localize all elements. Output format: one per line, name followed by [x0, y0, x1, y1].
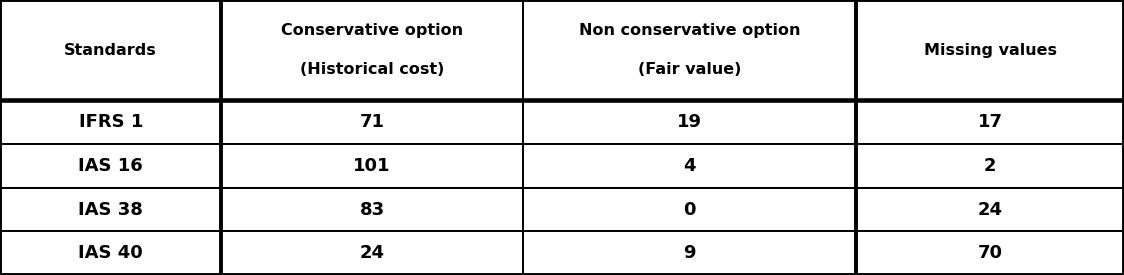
Bar — [0, 100, 221, 144]
Bar — [0, 0, 221, 100]
Text: Standards: Standards — [64, 43, 157, 58]
Bar — [523, 144, 856, 188]
Bar — [0, 231, 221, 275]
Text: 2: 2 — [984, 157, 997, 175]
Text: Non conservative option

(Fair value): Non conservative option (Fair value) — [579, 23, 800, 78]
Text: 70: 70 — [978, 244, 1003, 262]
Bar — [856, 188, 1124, 231]
Text: 19: 19 — [677, 113, 702, 131]
Text: 24: 24 — [978, 200, 1003, 219]
Text: IAS 40: IAS 40 — [79, 244, 143, 262]
Bar — [221, 231, 523, 275]
Text: 101: 101 — [353, 157, 391, 175]
Text: 71: 71 — [360, 113, 384, 131]
Bar — [221, 188, 523, 231]
Bar — [523, 231, 856, 275]
Text: 24: 24 — [360, 244, 384, 262]
Bar — [856, 0, 1124, 100]
Text: 83: 83 — [360, 200, 384, 219]
Text: 4: 4 — [683, 157, 696, 175]
Bar — [856, 144, 1124, 188]
Bar — [0, 144, 221, 188]
Bar — [221, 100, 523, 144]
Text: 17: 17 — [978, 113, 1003, 131]
Bar — [0, 188, 221, 231]
Bar — [523, 100, 856, 144]
Text: IAS 38: IAS 38 — [79, 200, 143, 219]
Text: IFRS 1: IFRS 1 — [79, 113, 143, 131]
Text: IAS 16: IAS 16 — [79, 157, 143, 175]
Bar — [856, 231, 1124, 275]
Text: Conservative option

(Historical cost): Conservative option (Historical cost) — [281, 23, 463, 78]
Bar — [523, 0, 856, 100]
Bar — [523, 188, 856, 231]
Text: 0: 0 — [683, 200, 696, 219]
Text: 9: 9 — [683, 244, 696, 262]
Bar — [856, 100, 1124, 144]
Bar — [221, 144, 523, 188]
Text: Missing values: Missing values — [924, 43, 1057, 58]
Bar — [221, 0, 523, 100]
